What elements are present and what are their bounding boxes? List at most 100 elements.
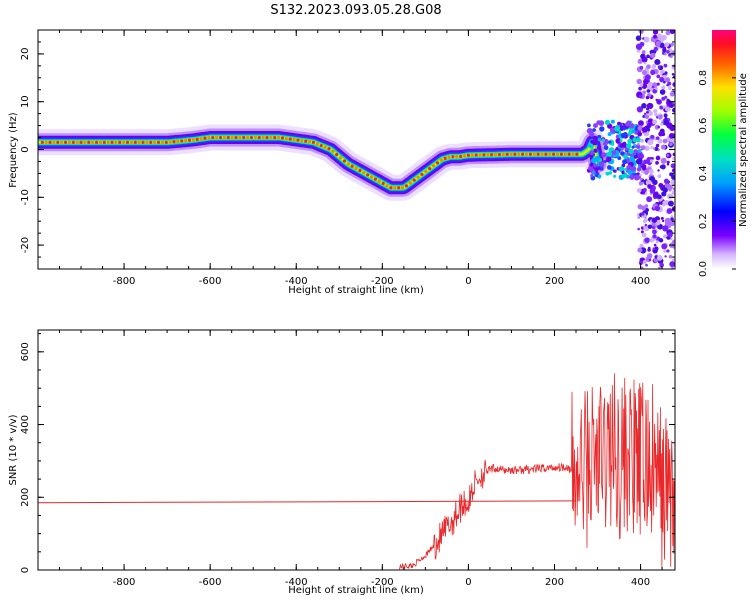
spectrogram-core — [327, 147, 331, 151]
spectrogram-noise — [603, 145, 609, 151]
spectrogram-core — [199, 137, 203, 141]
spectrogram-noise — [661, 96, 666, 101]
spectrogram-core — [466, 153, 471, 157]
spectrogram-noise — [636, 157, 643, 164]
spectrogram-noise — [594, 155, 600, 161]
spectrogram-core — [94, 140, 99, 144]
spectrogram-noise — [638, 181, 644, 186]
spectrogram-noise — [588, 165, 594, 171]
spectrogram-core — [91, 140, 95, 144]
spectrogram-noise — [654, 205, 661, 212]
spectrogram-noise — [669, 142, 673, 146]
snr-y-tick-label: 0 — [20, 567, 31, 573]
spectrogram-noise — [607, 165, 611, 169]
spectrogram-noise — [631, 129, 636, 134]
colorbar-label: Normalized spectral amplitude — [738, 73, 749, 227]
spectrogram-core — [509, 152, 513, 156]
spectrogram-core — [455, 155, 459, 159]
spectrogram-noise — [644, 204, 649, 208]
spectrogram-core — [424, 169, 428, 174]
spectrogram-noise — [663, 249, 667, 253]
spectrogram-core — [67, 140, 72, 144]
spectrogram-core — [114, 140, 118, 144]
spectrogram-noise — [586, 127, 593, 134]
spectrogram-noise — [621, 163, 626, 168]
spectrogram-noise — [654, 58, 661, 66]
spectrogram-noise — [590, 139, 595, 144]
spectrogram-noise — [653, 243, 657, 247]
spectrogram-core — [443, 156, 447, 160]
spectrogram-noise — [664, 42, 670, 48]
spectrogram-noise — [633, 154, 638, 159]
spectrogram-noise — [655, 143, 660, 148]
spectrogram-noise — [611, 150, 617, 156]
spectrogram-noise — [670, 179, 675, 186]
spectrogram-noise — [605, 171, 610, 176]
spectrogram-noise — [669, 30, 675, 35]
spectrogram-noise — [656, 74, 661, 79]
spectrogram-noise — [670, 92, 675, 97]
spectrogram-core — [400, 186, 405, 190]
spectrogram-noise — [635, 35, 642, 41]
spectrogram-noise — [659, 262, 664, 268]
spectrogram-noise — [672, 133, 675, 138]
spectrogram-noise — [649, 238, 654, 243]
spectrogram-noise — [653, 257, 659, 263]
spectrogram-x-tick-label: 400 — [631, 276, 650, 287]
spectrogram-core — [439, 158, 443, 162]
spectrogram-noise — [664, 183, 670, 188]
spectrogram-core — [435, 161, 440, 165]
spectrogram-noise — [661, 132, 666, 137]
spectrogram-noise — [652, 30, 659, 35]
spectrogram-noise — [636, 49, 641, 53]
spectrogram-noise — [593, 148, 598, 153]
spectrogram-noise — [589, 150, 594, 156]
spectrogram-noise — [671, 72, 675, 76]
spectrogram-core — [540, 152, 544, 156]
spectrogram-noise — [663, 178, 669, 184]
spectrogram-noise — [644, 114, 650, 120]
spectrogram-core — [75, 140, 79, 144]
spectrogram-noise — [664, 255, 667, 258]
spectrogram-core — [373, 177, 378, 181]
spectrogram-noise — [605, 158, 611, 163]
spectrogram-core — [168, 140, 172, 144]
spectrogram-noise — [639, 65, 644, 70]
spectrogram-noise — [636, 106, 644, 113]
snr-x-tick-label: -400 — [285, 577, 308, 588]
spectrogram-noise — [661, 191, 667, 197]
spectrogram-noise — [592, 128, 596, 132]
spectrogram-noise — [631, 145, 635, 149]
spectrogram-core — [389, 186, 393, 190]
spectrogram-core — [385, 183, 389, 188]
colorbar-tick-label: 0.6 — [698, 118, 709, 134]
snr-x-tick-label: -800 — [113, 577, 136, 588]
spectrogram-noise — [670, 42, 674, 47]
spectrogram-core — [203, 136, 207, 140]
spectrogram-core — [207, 136, 211, 140]
spectrogram-core — [331, 149, 335, 153]
spectrogram-noise — [643, 36, 650, 43]
spectrogram-noise — [669, 261, 675, 268]
spectrogram-noise — [652, 234, 657, 239]
spectrogram-core — [342, 159, 347, 163]
spectrogram-core — [102, 140, 106, 144]
spectrogram-core — [517, 152, 521, 156]
spectrogram-core — [172, 140, 176, 144]
spectrogram-noise — [646, 89, 651, 93]
spectrogram-noise — [637, 153, 645, 160]
spectrogram-noise — [649, 159, 654, 163]
spectrogram-noise — [647, 184, 652, 189]
spectrogram-noise — [666, 50, 670, 54]
spectrogram-noise — [596, 146, 601, 150]
spectrogram-noise — [666, 163, 670, 166]
spectrogram-noise — [662, 46, 667, 51]
spectrogram-core — [141, 140, 145, 144]
spectrogram-noise — [606, 151, 613, 157]
spectrogram-noise — [660, 164, 666, 170]
spectrogram-core — [559, 152, 563, 156]
spectrogram-noise — [587, 123, 591, 128]
spectrogram-core — [300, 139, 304, 143]
spectrogram-core — [118, 140, 122, 144]
